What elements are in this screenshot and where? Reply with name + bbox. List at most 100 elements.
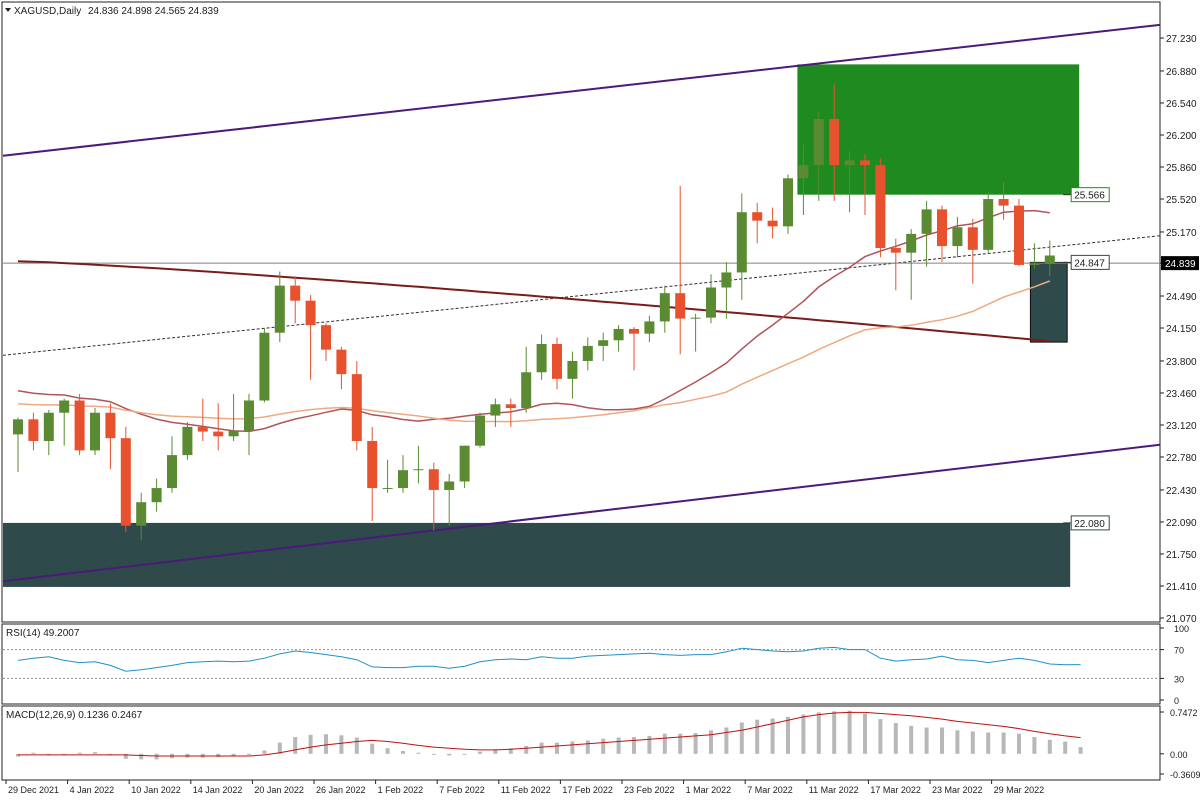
- macd-histogram-bar: [616, 737, 621, 754]
- rsi-tick-label: 70: [1174, 646, 1184, 656]
- candle-body: [706, 287, 716, 318]
- macd-histogram-bar: [1078, 747, 1083, 754]
- candle-body: [967, 227, 978, 250]
- level-label-box: [1070, 254, 1110, 270]
- candle-body: [290, 285, 301, 301]
- y-tick-label: 24.150: [1166, 324, 1197, 335]
- x-tick-label: 7 Feb 2022: [439, 785, 485, 795]
- y-tick-label: 23.460: [1166, 389, 1197, 400]
- x-tick-label: 1 Feb 2022: [378, 785, 424, 795]
- macd-tick-label: 0.7472: [1170, 708, 1198, 718]
- macd-histogram-bar: [46, 753, 51, 755]
- macd-histogram-bar: [524, 745, 529, 754]
- rsi-panel-frame: [1, 623, 1161, 705]
- candle-body: [890, 247, 901, 253]
- macd-histogram-bar: [123, 753, 128, 759]
- y-tick-label: 25.520: [1166, 195, 1197, 206]
- macd-histogram-bar: [647, 735, 652, 754]
- macd-histogram-bar: [385, 748, 390, 754]
- candle-body: [567, 360, 578, 379]
- channel-lower-line: [2, 443, 1161, 583]
- candle-body: [521, 372, 532, 409]
- candle-body: [444, 481, 455, 490]
- macd-histogram-bar: [832, 711, 837, 754]
- macd-tick-label: -0.3609: [1170, 770, 1200, 780]
- x-tick-label: 29 Dec 2021: [8, 785, 59, 795]
- macd-histogram-bar: [893, 723, 898, 754]
- rsi-tick-label: 30: [1174, 674, 1184, 684]
- x-tick-label: 1 Mar 2022: [686, 785, 732, 795]
- candle-body: [613, 328, 624, 341]
- macd-histogram-bar: [755, 719, 760, 754]
- candle-body: [28, 419, 39, 441]
- macd-histogram-bar: [601, 738, 606, 754]
- candle-body: [690, 317, 701, 319]
- y-tick-label: 22.090: [1166, 518, 1197, 529]
- macd-title: MACD(12,26,9) 0.1236 0.2467: [6, 710, 143, 721]
- rsi-tick-label: 100: [1174, 624, 1189, 634]
- candle-body: [1044, 255, 1055, 264]
- chevron-down-icon[interactable]: [5, 8, 11, 12]
- ma-medium-line: [17, 209, 1050, 433]
- macd-histogram-bar: [570, 741, 575, 754]
- level-label: 24.847: [1074, 258, 1105, 269]
- macd-histogram-bar: [970, 731, 975, 754]
- rsi-tick-label: 0: [1174, 696, 1179, 706]
- candle-body: [490, 404, 501, 416]
- candle-body: [505, 404, 516, 409]
- x-tick-label: 17 Feb 2022: [562, 785, 613, 795]
- macd-histogram-bar: [262, 750, 267, 754]
- candle-body: [675, 293, 686, 319]
- candle-body: [259, 332, 270, 401]
- demand-zone: [3, 522, 1071, 587]
- macd-histogram-bar: [878, 719, 883, 754]
- candle-body: [43, 412, 54, 441]
- macd-histogram-bar: [986, 732, 991, 754]
- macd-histogram-bar: [339, 735, 344, 754]
- candle-body: [351, 374, 362, 441]
- candle-body: [1029, 263, 1040, 265]
- candle-body: [213, 431, 224, 437]
- y-tick-label: 23.800: [1166, 357, 1197, 368]
- macd-histogram-bar: [324, 734, 328, 754]
- candle-body: [382, 488, 393, 490]
- macd-histogram-bar: [401, 751, 405, 754]
- macd-signal-line: [18, 711, 1081, 757]
- candle-body: [120, 438, 131, 526]
- macd-tick-label: 0.00: [1170, 750, 1188, 760]
- candle-body: [659, 293, 670, 322]
- macd-histogram-bar: [1001, 732, 1006, 754]
- macd-histogram-bar: [62, 753, 67, 755]
- macd-histogram-bar: [786, 716, 790, 754]
- macd-histogram-bar: [493, 749, 498, 754]
- macd-histogram-bar: [909, 725, 914, 754]
- candle-body: [398, 470, 408, 489]
- candle-body: [829, 118, 840, 166]
- macd-histogram-bar: [462, 753, 467, 755]
- macd-histogram-bar: [508, 748, 513, 754]
- candle-body: [860, 160, 870, 166]
- level-label-box: [1070, 187, 1110, 203]
- x-tick-label: 4 Jan 2022: [70, 785, 115, 795]
- ohlc-values: 24.836 24.898 24.565 24.839: [88, 6, 219, 17]
- macd-histogram-bar: [1063, 741, 1068, 754]
- x-tick-label: 26 Jan 2022: [316, 785, 366, 795]
- candle-body: [983, 199, 994, 250]
- candle-body: [336, 349, 347, 375]
- macd-histogram-bar: [739, 722, 744, 754]
- macd-histogram-bar: [555, 742, 559, 754]
- candle-body: [59, 400, 70, 413]
- macd-histogram-bar: [154, 753, 159, 760]
- macd-histogram-bar: [693, 733, 698, 754]
- candle-body: [13, 419, 23, 435]
- x-tick-label: 29 Mar 2022: [994, 785, 1045, 795]
- current-zone-box: [1029, 261, 1068, 343]
- macd-histogram-bar: [632, 737, 636, 754]
- macd-histogram-bar: [478, 751, 482, 754]
- ma-slow-line: [17, 280, 1051, 423]
- candle-body: [952, 227, 963, 247]
- y-tick-label: 21.410: [1166, 582, 1197, 593]
- supply-zone: [797, 64, 1080, 195]
- macd-histogram-bar: [539, 742, 544, 754]
